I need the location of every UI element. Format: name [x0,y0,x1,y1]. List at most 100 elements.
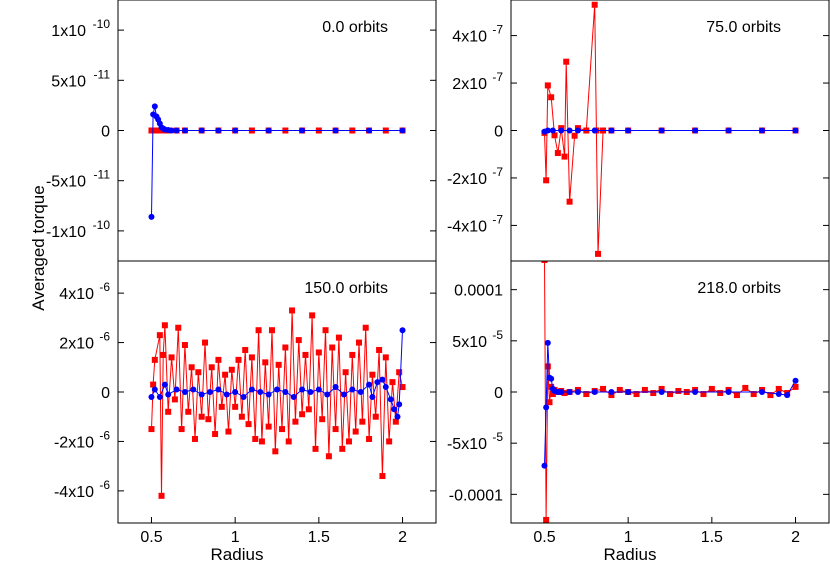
y-axis-label: Averaged torque [29,185,48,310]
series-1-point [205,416,212,423]
series-2-point [625,127,632,134]
series-1-point [650,390,657,397]
plot-area [541,261,799,523]
series-1-point [295,337,302,344]
series-1-point [309,312,316,319]
series-2-point [357,389,364,395]
series-1-point [554,150,561,157]
y-tick-exponent: -11 [94,67,111,81]
series-1-point [600,385,607,392]
series-2-point [625,389,632,395]
series-2-point [223,391,230,398]
series-1-point [352,428,359,435]
series-2-point [299,127,306,134]
series-2-line [151,106,403,217]
series-1-point [165,408,172,415]
series-1-point [248,354,255,361]
series-1-point [252,435,259,442]
series-2-point [148,393,155,400]
plot-area [148,103,406,220]
y-tick-label: -5x10 [46,174,86,191]
series-2-point [792,377,799,384]
series-1-point [541,261,548,263]
series-2-point [574,127,581,134]
series-2-point [265,391,272,398]
y-tick-label: -0.0001 [449,487,503,504]
panel-frame [510,260,830,524]
x-tick-label: 1 [231,529,240,546]
series-1-point [292,418,299,425]
series-1-point [148,426,155,433]
series-1-point [222,371,229,378]
orbits-annotation: 150.0 orbits [304,280,388,297]
panel-3: 4x10 -6 2x10 -6 0 -2x10 -6 -4x10 -6 0.5 1 1.5 2 Radiu… [54,260,437,564]
series-2-point [391,406,398,413]
plot-area [148,307,406,499]
series-2-point [792,127,799,134]
x-axis-label: Radius [211,545,264,564]
series-1-point [181,342,188,349]
series-1-point [750,391,757,398]
series-1-point [386,438,393,445]
series-2-point [151,103,158,110]
series-1-point [171,396,178,403]
series-1-point [571,132,578,139]
series-1-point [566,198,573,205]
series-1-point [700,391,707,398]
series-2-point [198,127,205,134]
series-2-point [591,389,598,395]
y-tick-label: 0 [494,385,503,402]
series-1-point [245,421,252,428]
series-1-point [212,431,219,438]
series-2-point [173,386,180,393]
y-tick-label: 0.0001 [454,283,503,300]
series-2-point [544,127,551,134]
series-2-point [215,127,222,134]
x-tick-label: 2 [791,529,800,546]
series-2-point [168,127,175,134]
series-1-point [733,392,740,399]
series-2-point [784,392,791,399]
series-1-point [658,385,665,392]
series-2-point [248,386,255,393]
series-1-point [285,438,292,445]
y-tick-label: -4x10 [447,218,487,235]
series-1-point [235,356,242,363]
series-2-point [315,386,322,393]
series-2-point [566,389,573,395]
series-2-point [190,386,197,393]
y-tick-exponent: -6 [99,280,110,294]
y-tick-exponent: -6 [99,428,110,442]
series-2-point [692,127,699,134]
series-1-point [242,346,249,353]
y-tick-exponent: -6 [99,478,110,492]
series-1-point [675,387,682,394]
series-1-point [595,250,602,257]
series-1-point [232,403,239,410]
series-1-point [302,351,309,358]
series-1-point [175,324,182,331]
series-1-point [396,369,403,376]
series-1-point [359,418,366,425]
series-2-point [173,127,180,134]
y-tick-label: 4x10 [59,286,94,303]
series-1-point [225,428,232,435]
y-tick-label: -2x10 [54,434,94,451]
x-axis-label: Radius [604,545,657,564]
series-2-point [399,127,406,134]
series-1-point [376,346,383,353]
series-1-point [161,322,168,329]
x-tick-label: 1.5 [701,529,723,546]
series-2-point [374,379,381,386]
series-1-point [349,351,356,358]
series-2-point [558,127,565,134]
series-1-point [315,349,322,356]
orbits-annotation: 218.0 orbits [697,280,781,297]
y-tick-label: -5x10 [447,436,487,453]
series-1-point [633,391,640,398]
series-1-point [191,435,198,442]
y-tick-label: 2x10 [59,336,94,353]
series-2-point [725,127,732,134]
series-2-point [257,389,264,395]
series-1-point [548,94,555,101]
